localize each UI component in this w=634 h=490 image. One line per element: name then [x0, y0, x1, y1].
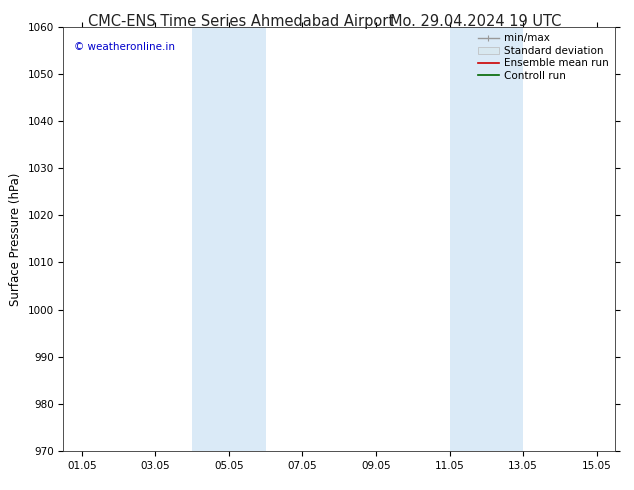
Bar [192, 27, 266, 451]
Text: Mo. 29.04.2024 19 UTC: Mo. 29.04.2024 19 UTC [390, 14, 561, 29]
Text: CMC-ENS Time Series Ahmedabad Airport: CMC-ENS Time Series Ahmedabad Airport [88, 14, 394, 29]
Text: © weatheronline.in: © weatheronline.in [74, 42, 176, 52]
Legend: min/max, Standard deviation, Ensemble mean run, Controll run: min/max, Standard deviation, Ensemble me… [475, 30, 612, 84]
Y-axis label: Surface Pressure (hPa): Surface Pressure (hPa) [9, 172, 22, 306]
Bar [450, 27, 523, 451]
